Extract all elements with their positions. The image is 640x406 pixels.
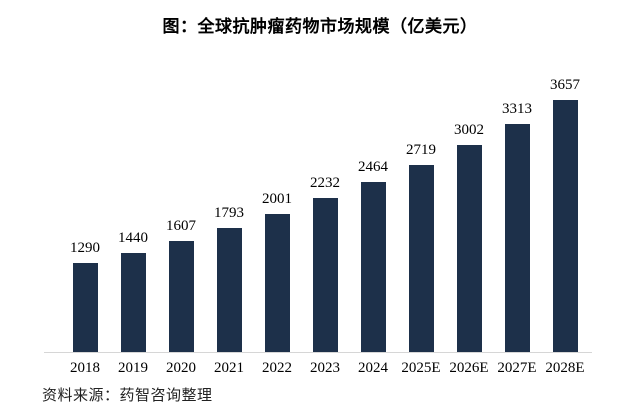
x-tick-label: 2021	[214, 360, 244, 376]
bar-column: 3313	[493, 102, 541, 352]
bar-value-label: 2232	[310, 175, 340, 191]
bar-column: 2001	[253, 192, 301, 352]
bar-value-label: 1607	[166, 218, 196, 234]
bars-row: 1290 1440 1607 1793 2001 2232 2464 2719 3002 3313…	[61, 78, 589, 352]
x-tick-label: 2019	[118, 360, 148, 376]
bar-value-label: 3002	[454, 122, 484, 138]
bar	[312, 198, 338, 352]
bar	[408, 165, 434, 352]
bar-column: 1290	[61, 241, 109, 352]
bar-column: 2232	[301, 176, 349, 352]
source-note: 资料来源：药智咨询整理	[42, 388, 213, 404]
bar	[264, 214, 290, 352]
bar-value-label: 2001	[262, 191, 292, 207]
bar-column: 3002	[445, 123, 493, 352]
bar-column: 3657	[541, 78, 589, 352]
bar-value-label: 2719	[406, 142, 436, 158]
bar-value-label: 1440	[118, 230, 148, 246]
x-tick-label: 2027E	[497, 360, 537, 376]
bar-column: 1607	[157, 219, 205, 352]
bar	[72, 263, 98, 352]
x-tick-label: 2022	[262, 360, 292, 376]
bar-value-label: 1793	[214, 205, 244, 221]
bar	[120, 253, 146, 352]
bar-value-label: 3313	[502, 101, 532, 117]
x-tick-label: 2018	[70, 360, 100, 376]
bar-value-label: 2464	[358, 159, 388, 175]
x-tick-label: 2025E	[401, 360, 441, 376]
bar	[504, 124, 530, 352]
bar-column: 2719	[397, 143, 445, 352]
x-tick-label: 2023	[310, 360, 340, 376]
x-axis-line	[44, 352, 592, 353]
bar-column: 1440	[109, 231, 157, 352]
x-tick-label: 2026E	[449, 360, 489, 376]
bar	[360, 182, 386, 352]
bar-column: 2464	[349, 160, 397, 352]
chart-title: 图：全球抗肿瘤药物市场规模（亿美元）	[162, 17, 478, 36]
bar-column: 1793	[205, 206, 253, 352]
bar-value-label: 3657	[550, 77, 580, 93]
x-axis-tick-labels: 2018 2019 2020 2021 2022 2023 2024 2025E 2026E 20…	[61, 360, 589, 377]
x-tick-label: 2028E	[545, 360, 585, 376]
bar	[168, 241, 194, 352]
x-tick-label: 2020	[166, 360, 196, 376]
bar	[216, 228, 242, 352]
bar	[456, 145, 482, 352]
bar	[552, 100, 578, 352]
x-tick-label: 2024	[358, 360, 388, 376]
bar-value-label: 1290	[70, 240, 100, 256]
